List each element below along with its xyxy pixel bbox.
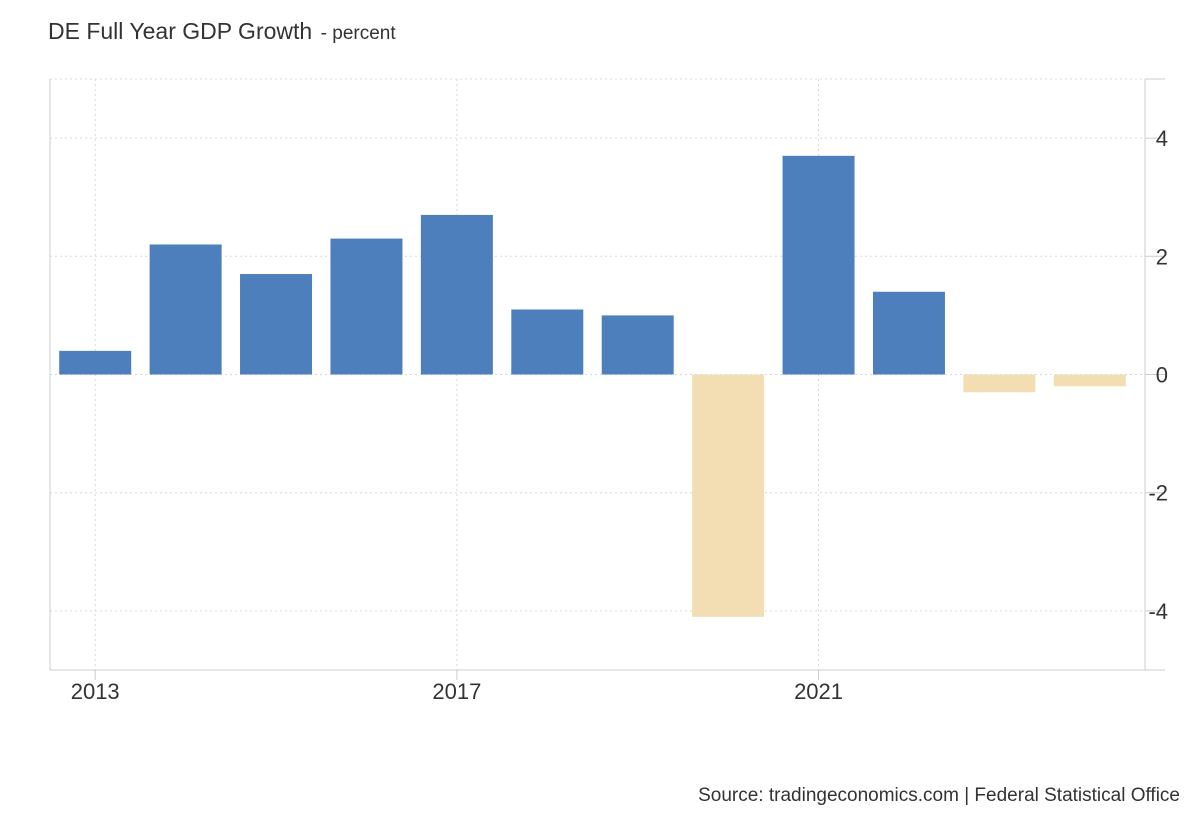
y-tick-label: -2 — [1148, 481, 1168, 506]
y-tick-label: -4 — [1148, 599, 1168, 624]
bar-2024 — [1053, 374, 1126, 387]
bar-2020 — [692, 374, 765, 617]
chart-title: DE Full Year GDP Growth - percent — [48, 18, 396, 45]
chart-title-unit: - percent — [320, 23, 396, 44]
x-tick-label: 2017 — [432, 679, 481, 704]
bar-2017 — [420, 214, 493, 375]
bar-2018 — [511, 309, 584, 375]
y-tick-label: 2 — [1156, 244, 1168, 269]
source-caption: Source: tradingeconomics.com | Federal S… — [698, 785, 1180, 806]
bar-2023 — [963, 374, 1036, 393]
x-tick-label: 2021 — [794, 679, 843, 704]
y-tick-label: 0 — [1156, 363, 1168, 388]
bar-2016 — [330, 238, 403, 375]
bar-2022 — [872, 291, 945, 375]
bar-2019 — [601, 315, 674, 375]
bar-2013 — [59, 350, 132, 375]
bar-2014 — [149, 244, 222, 375]
bar-2021 — [782, 155, 855, 375]
chart-title-main: DE Full Year GDP Growth — [48, 18, 313, 44]
bar-2015 — [240, 274, 313, 375]
x-tick-label: 2013 — [71, 679, 120, 704]
y-tick-label: 4 — [1156, 126, 1168, 151]
